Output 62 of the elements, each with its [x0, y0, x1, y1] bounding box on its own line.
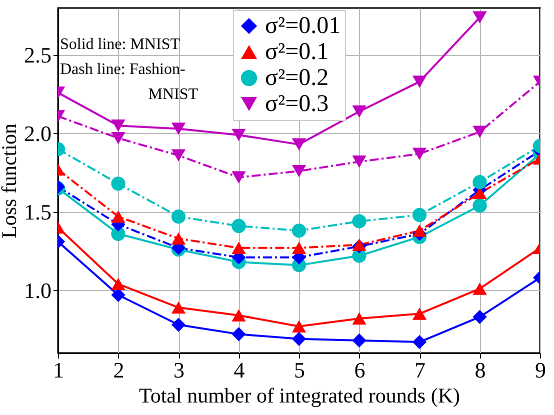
x-tick-label: 5	[294, 358, 305, 382]
point	[352, 105, 366, 118]
x-tick-label: 1	[53, 358, 64, 382]
point	[472, 126, 487, 138]
point	[292, 164, 306, 178]
point	[472, 11, 487, 24]
legend-label: σ²=0.1	[265, 39, 329, 65]
point	[352, 333, 366, 348]
point	[111, 176, 126, 191]
point	[111, 132, 126, 144]
point	[352, 214, 366, 228]
point	[171, 149, 186, 162]
point	[292, 332, 306, 346]
point	[232, 327, 246, 342]
point	[412, 148, 427, 160]
point	[412, 308, 427, 320]
point	[111, 210, 126, 223]
x-axis-title: Total number of integrated rounds (K)	[138, 384, 460, 408]
point	[472, 282, 487, 295]
point	[412, 224, 427, 237]
point	[171, 318, 186, 332]
annotation: Dash line: Fashion-MNIST	[60, 61, 198, 103]
x-tick-label: 6	[354, 358, 366, 382]
y-tick-label: 1.5	[24, 199, 52, 224]
x-tick-label: 2	[113, 358, 124, 382]
point	[472, 310, 487, 324]
point	[292, 138, 306, 151]
y-tick-label: 1.0	[24, 278, 52, 303]
point	[171, 122, 186, 135]
point	[292, 320, 306, 332]
point	[111, 278, 126, 290]
annotation: Solid line: MNIST	[60, 36, 180, 53]
point	[352, 156, 366, 168]
x-tick-label: 9	[535, 358, 546, 382]
x-tick-label: 8	[474, 358, 486, 382]
y-tick-label: 2.0	[24, 120, 52, 146]
point	[412, 208, 427, 222]
point	[352, 312, 366, 325]
point	[232, 171, 246, 184]
x-tick-label: 3	[174, 358, 184, 382]
point	[232, 128, 246, 142]
x-tick-label: 4	[234, 358, 245, 382]
y-tick-label: 2.5	[24, 42, 52, 68]
point	[292, 242, 306, 254]
point	[352, 238, 366, 251]
point	[171, 232, 186, 245]
legend-label: σ²=0.3	[265, 91, 329, 117]
x-tick-label: 7	[414, 358, 426, 382]
point	[232, 309, 246, 322]
point	[171, 210, 186, 224]
point	[412, 334, 427, 350]
legend-label: σ²=0.2	[265, 65, 329, 91]
point	[111, 119, 126, 132]
point	[472, 175, 487, 190]
point	[472, 198, 487, 213]
point	[292, 224, 306, 238]
point	[232, 242, 246, 254]
legend-label: σ²=0.01	[265, 13, 341, 39]
y-axis-title: Loss function	[0, 123, 21, 238]
point	[171, 301, 186, 314]
point	[412, 76, 427, 88]
point	[232, 218, 246, 234]
